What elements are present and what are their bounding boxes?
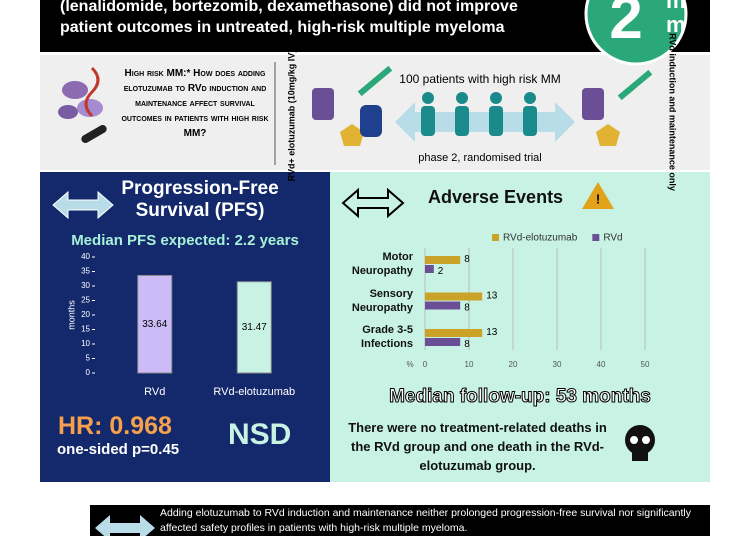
value-label: 8 (464, 339, 470, 350)
y-tick-label: 0 (86, 368, 91, 377)
y-tick-label: Grade 3-5 Infections (361, 324, 413, 350)
logo-digit: 2 (609, 0, 642, 51)
trial: phase 2, randomised trial (418, 152, 542, 164)
bar (425, 329, 483, 337)
pfs-title: Progression-Free Survival (PFS) (121, 178, 279, 221)
svg-text:!: ! (596, 191, 600, 206)
y-tick-label: Motor Neuropathy (351, 251, 413, 277)
bar (236, 281, 272, 374)
bar (425, 256, 461, 264)
value-label: 13 (486, 291, 498, 302)
logo (584, 0, 688, 66)
y-tick-label: 25 (81, 296, 90, 305)
value-label: 31.47 (242, 322, 267, 333)
bar (425, 301, 461, 310)
x-tick-label: RVd-elotuzumab (213, 386, 295, 398)
value-label: 2 (438, 266, 444, 277)
y-tick-label: 40 (81, 252, 90, 261)
x-axis-label: % (406, 360, 413, 369)
pfs-panel (40, 172, 330, 482)
value-label: 33.64 (142, 319, 167, 330)
legend-swatch (492, 234, 499, 241)
bar (425, 338, 461, 346)
legend-label: RVd-elotuzumab (503, 233, 578, 244)
x-tick-label: 50 (641, 360, 650, 369)
legend-swatch (592, 234, 600, 241)
y-tick-label: 35 (81, 267, 90, 276)
y-tick-label: Sensory Neuropathy (351, 287, 413, 314)
logo-letter: m (666, 12, 686, 37)
y-tick-label: 10 (81, 339, 90, 348)
x-tick-label: 0 (423, 360, 428, 369)
x-tick-label: RVd (144, 386, 165, 398)
logo-letter: m (666, 0, 686, 13)
conclusion: Adding elotuzumab to RVd induction and m… (160, 507, 691, 534)
arm-2: RVd induction and maintenance only (668, 33, 678, 191)
hr: HR: 0.968 (58, 412, 172, 440)
header-title: (lenalidomide, bortezomib, dexamethasone… (60, 0, 518, 36)
arm-1: RVd+ elotuzumab (10mg/kg IV)** (286, 42, 296, 181)
follow-up: Median follow-up: 53 months (389, 386, 652, 408)
pfs-subtitle: Median PFS expected: 2.2 years (71, 232, 299, 249)
value-label: 8 (464, 254, 470, 265)
legend-label: RVd (603, 233, 622, 244)
value-label: 13 (486, 327, 498, 338)
y-axis-label: months (66, 300, 76, 330)
ae-title: Adverse Events (428, 187, 564, 207)
bar (425, 265, 434, 273)
x-tick-label: 20 (509, 360, 518, 369)
x-tick-label: 30 (553, 360, 562, 369)
bar (425, 292, 483, 301)
y-tick-label: 5 (86, 354, 91, 363)
y-tick-label: 30 (81, 281, 90, 290)
question: High risk MM:* How does adding elotuzuma… (121, 68, 269, 139)
nsd: NSD (228, 418, 292, 451)
x-tick-label: 40 (597, 360, 606, 369)
deaths: There were no treatment-related deaths i… (348, 420, 607, 473)
y-tick-label: 20 (81, 310, 90, 319)
x-tick-label: 10 (465, 360, 474, 369)
icons: ! (52, 65, 655, 536)
value-label: 8 (464, 303, 470, 314)
bar (137, 274, 173, 374)
y-tick-label: 15 (81, 325, 90, 334)
p-value: one-sided p=0.45 (57, 441, 180, 458)
population: 100 patients with high risk MM (399, 72, 560, 86)
conclusion-band (90, 505, 710, 536)
